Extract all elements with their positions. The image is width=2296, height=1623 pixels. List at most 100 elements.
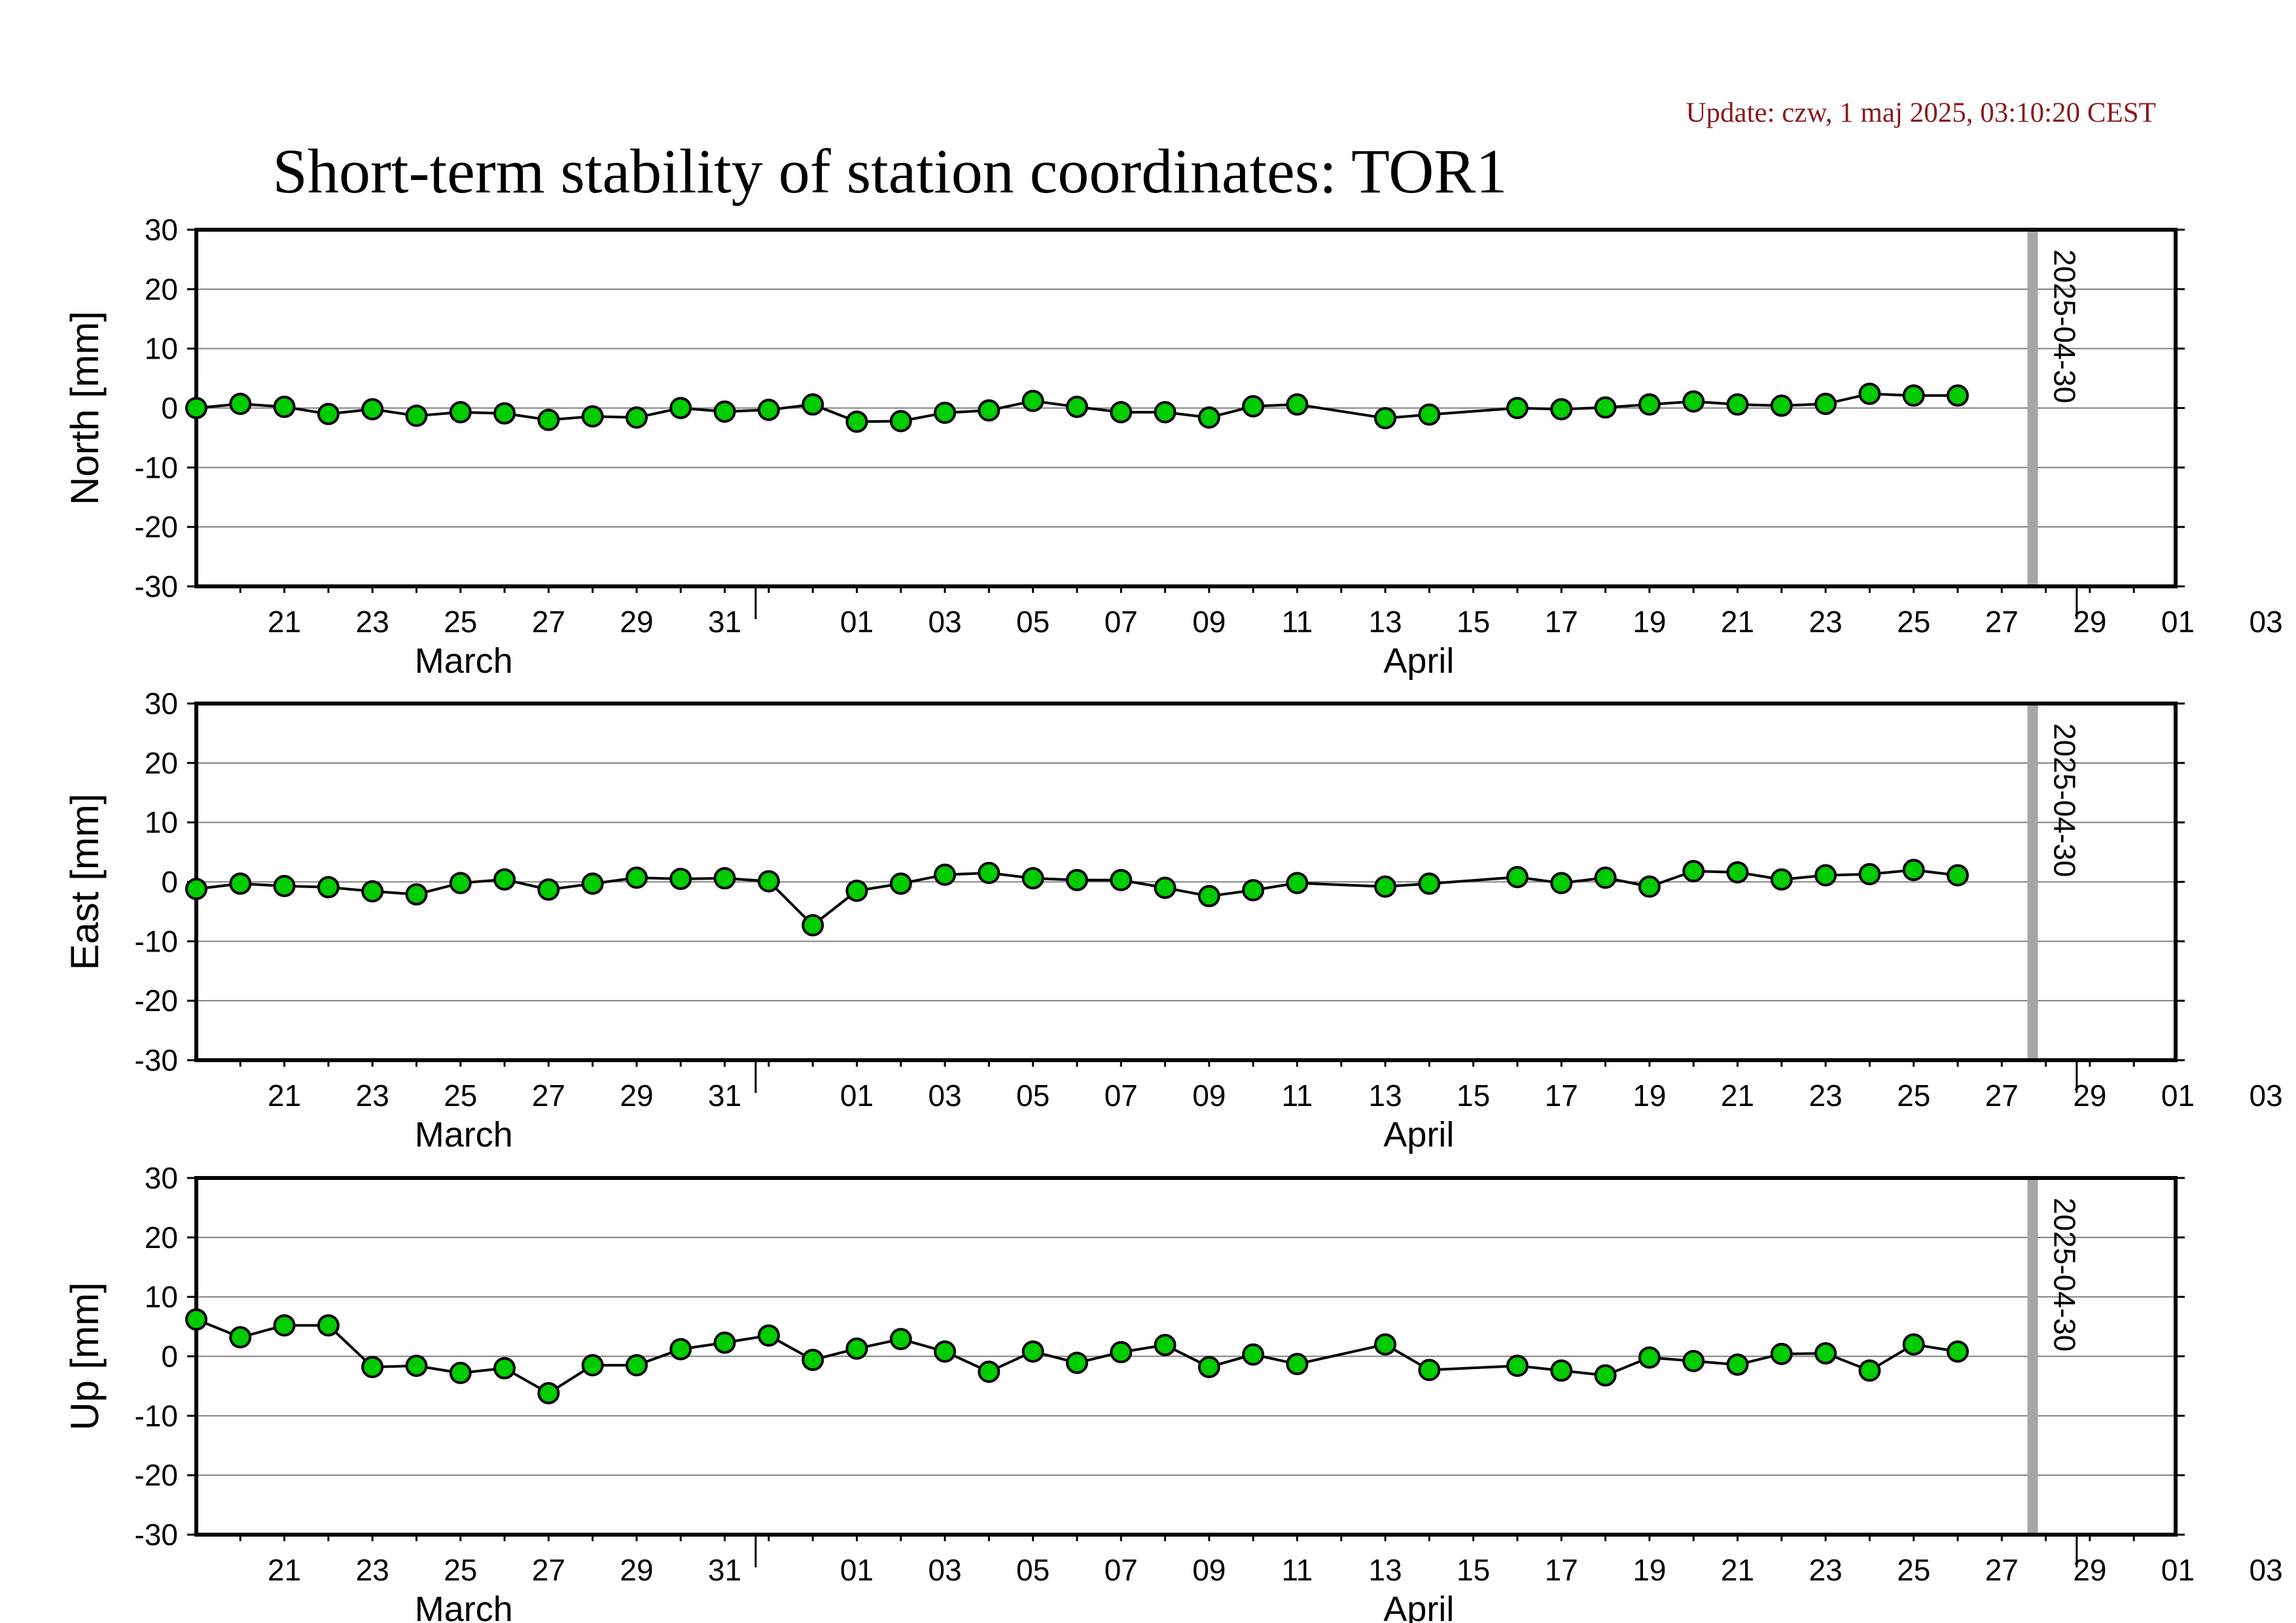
data-point	[1066, 395, 1088, 418]
y-tick-label: 30	[145, 213, 178, 247]
data-point	[185, 878, 207, 901]
data-point	[1506, 866, 1528, 889]
data-point	[802, 914, 824, 936]
data-point	[1594, 866, 1617, 889]
data-point	[1726, 861, 1749, 883]
x-tick-label: 01	[2161, 605, 2195, 639]
x-tick-label: 21	[268, 1553, 301, 1587]
x-tick-label: 25	[444, 605, 477, 639]
x-tick-label: 21	[268, 605, 301, 639]
data-point	[1242, 395, 1265, 418]
x-tick-label: 23	[356, 1553, 389, 1587]
x-tick-label: 17	[1545, 1553, 1578, 1587]
data-point	[757, 1324, 780, 1347]
data-point	[1902, 384, 1925, 407]
x-tick-label: 11	[1282, 1553, 1313, 1587]
data-point	[185, 397, 207, 419]
x-tick-label: 19	[1633, 605, 1666, 639]
data-point	[802, 393, 824, 416]
data-point	[978, 399, 1000, 422]
x-tick-label: 11	[1282, 605, 1313, 639]
y-tick-label: 0	[161, 391, 178, 425]
x-tick-label: 29	[2073, 1553, 2106, 1587]
data-point	[1021, 1340, 1044, 1363]
x-tick-label: 29	[2073, 605, 2106, 639]
y-tick-label: -30	[135, 1518, 178, 1552]
data-point	[1154, 1334, 1176, 1357]
x-tick-label: 13	[1369, 1553, 1402, 1587]
data-point	[1858, 382, 1881, 405]
y-tick-label: 10	[145, 332, 178, 366]
x-tick-label: 25	[444, 1553, 477, 1587]
x-tick-label: 01	[2161, 1553, 2195, 1587]
data-point	[1197, 885, 1220, 908]
x-tick-label: 03	[928, 1079, 962, 1113]
data-point	[1286, 872, 1309, 895]
data-point	[537, 1382, 560, 1404]
data-point	[537, 878, 560, 901]
chart-title: Short-term stability of station coordina…	[273, 136, 1508, 206]
data-point	[889, 872, 912, 895]
data-point	[626, 866, 648, 889]
data-point	[669, 867, 692, 890]
data-point	[493, 868, 516, 891]
y-tick-label: 30	[145, 1161, 178, 1195]
data-point	[978, 861, 1000, 884]
data-point	[1682, 860, 1705, 883]
marker-label: 2025-04-30	[2048, 723, 2082, 877]
data-point	[1021, 867, 1044, 890]
data-point	[626, 406, 648, 429]
x-tick-label: 25	[1897, 605, 1930, 639]
data-point	[978, 1361, 1000, 1383]
x-tick-label: 01	[840, 1079, 874, 1113]
data-point	[493, 1357, 516, 1380]
data-point	[1947, 864, 1969, 887]
data-point	[1154, 401, 1176, 423]
x-tick-label: 27	[1985, 1079, 2019, 1113]
data-point	[1286, 1353, 1309, 1376]
x-tick-label: 01	[840, 605, 874, 639]
x-tick-label: 27	[532, 1553, 565, 1587]
chart-panels: 2025-04-30 30 20 10 0 -10 -20 -30 North [mm] 21 23…	[63, 213, 2283, 1623]
data-point	[845, 1337, 868, 1360]
x-tick-label: 09	[1192, 605, 1226, 639]
x-tick-label: 03	[928, 605, 962, 639]
x-tick-label: 21	[1721, 1079, 1754, 1113]
data-point	[1110, 1341, 1133, 1364]
data-point	[757, 870, 780, 893]
x-tick-label: 23	[1809, 605, 1843, 639]
data-point	[845, 410, 868, 433]
plot-frame	[194, 1176, 2178, 1537]
data-point	[1110, 401, 1133, 423]
data-point	[626, 1354, 648, 1377]
data-point	[1110, 868, 1133, 891]
x-tick-label: 29	[2073, 1079, 2106, 1113]
y-axis-label: East [mm]	[63, 793, 107, 970]
data-point	[1066, 868, 1088, 891]
data-point	[1770, 868, 1793, 891]
x-tick-label: 29	[620, 1553, 653, 1587]
y-axis-label: North [mm]	[63, 311, 107, 505]
data-point	[934, 401, 957, 424]
data-point	[1902, 859, 1925, 882]
data-point	[1506, 397, 1528, 419]
data-point	[1550, 398, 1573, 421]
data-point	[713, 867, 736, 890]
data-point	[317, 876, 340, 899]
x-tick-label: 25	[1897, 1079, 1930, 1113]
x-tick-label: 21	[1721, 605, 1754, 639]
data-point	[1682, 390, 1705, 413]
month-label: March	[415, 1590, 513, 1623]
data-point	[405, 404, 428, 427]
x-tick-label: 31	[708, 605, 741, 639]
x-tick-label: 15	[1457, 1079, 1490, 1113]
y-tick-label: 20	[145, 272, 178, 306]
data-point	[713, 1331, 736, 1354]
x-tick-label: 27	[532, 605, 565, 639]
marker-label: 2025-04-30	[2048, 1198, 2082, 1351]
data-point	[1814, 393, 1837, 416]
x-tick-label: 03	[2250, 1079, 2283, 1113]
x-tick-label: 25	[444, 1079, 477, 1113]
x-tick-label: 19	[1633, 1553, 1666, 1587]
data-point	[669, 397, 692, 419]
